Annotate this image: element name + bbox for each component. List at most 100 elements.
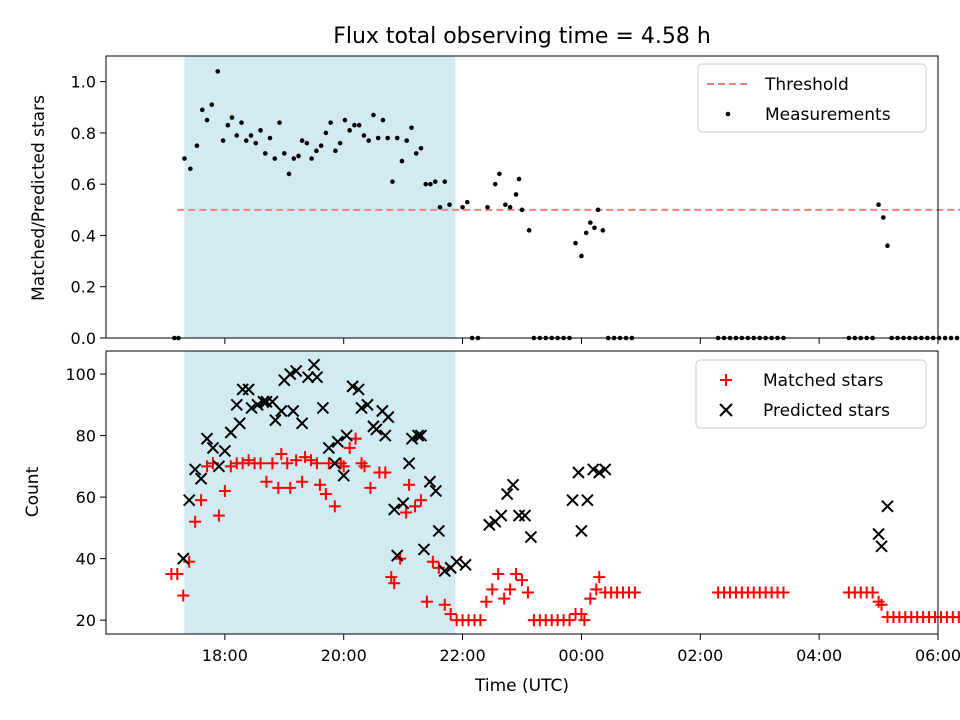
measurement-point xyxy=(428,181,433,187)
predicted-star-point xyxy=(307,358,321,372)
predicted-star-point xyxy=(269,414,282,427)
measurement-point xyxy=(954,335,960,341)
matched-star-point xyxy=(438,598,451,611)
measurement-point xyxy=(323,130,329,136)
measurement-point xyxy=(885,243,890,249)
measurement-point xyxy=(309,156,314,161)
top-legend: Threshold Measurements xyxy=(697,63,927,133)
y-tick-label: 0.2 xyxy=(71,278,96,297)
x-tick-label: 22:00 xyxy=(440,646,486,665)
matched-star-point xyxy=(195,494,208,507)
measurement-point xyxy=(291,156,297,161)
predicted-star-point xyxy=(875,540,888,553)
legend-measurements-swatch xyxy=(725,111,731,117)
matched-star-point xyxy=(516,574,528,587)
top-axes-frame xyxy=(105,55,939,339)
predicted-star-point xyxy=(316,401,330,415)
measurement-point xyxy=(361,133,367,138)
measurement-point xyxy=(342,117,348,123)
predicted-star-point xyxy=(459,558,472,571)
measurement-point xyxy=(188,166,193,172)
predicted-star-point xyxy=(518,509,532,522)
top-legend-box xyxy=(697,63,927,133)
matched-star-point xyxy=(385,571,398,584)
predicted-star-point xyxy=(355,401,368,415)
predicted-star-point xyxy=(593,466,606,479)
matched-star-point xyxy=(510,568,523,581)
predicted-star-point xyxy=(450,555,463,568)
predicted-star-point xyxy=(382,410,395,424)
predicted-star-point xyxy=(432,524,446,538)
measurement-point xyxy=(437,204,443,210)
measurement-point xyxy=(380,117,386,123)
x-tick-label: 20:00 xyxy=(321,646,367,665)
measurement-point xyxy=(592,225,597,231)
measurement-point xyxy=(281,151,287,156)
matched-star-point xyxy=(426,555,439,568)
matched-star-point xyxy=(521,586,534,599)
measurement-point xyxy=(277,120,282,125)
matched-star-point xyxy=(177,589,190,602)
predicted-star-point xyxy=(177,552,190,565)
chart-title: Flux total observing time = 4.58 h xyxy=(333,24,711,49)
measurement-point xyxy=(390,179,395,184)
bottom-panel: 20 40 60 80 100 18:00 20:00 22:00 00:00 02:00 04:… xyxy=(23,350,960,696)
measurement-point xyxy=(248,133,254,138)
measurement-point xyxy=(182,156,187,161)
y-tick-label: 100 xyxy=(65,365,96,384)
predicted-star-point xyxy=(575,524,588,538)
measurement-point xyxy=(333,148,338,154)
measurement-point xyxy=(404,138,410,143)
measurement-point xyxy=(337,140,343,146)
measurement-point xyxy=(876,202,881,207)
bottom-axes-frame xyxy=(105,350,939,635)
predicted-star-point xyxy=(379,429,392,442)
predicted-star-point xyxy=(212,460,226,473)
bottom-y-axis: 20 40 60 80 100 xyxy=(65,365,106,630)
measurement-point xyxy=(356,122,362,128)
measurement-point xyxy=(942,335,948,341)
predicted-star-point xyxy=(286,404,300,418)
predicted-star-point xyxy=(337,469,350,482)
matched-star-point xyxy=(593,571,606,584)
predicted-star-point xyxy=(429,484,443,498)
measurement-point xyxy=(595,207,601,213)
matched-star-point xyxy=(171,568,184,581)
measurement-point xyxy=(492,181,498,187)
measurement-point xyxy=(299,138,305,143)
measurement-point xyxy=(519,207,525,213)
matched-star-point xyxy=(414,494,427,507)
matched-star-point xyxy=(388,577,401,590)
measurement-point xyxy=(600,228,606,233)
matched-star-point xyxy=(486,583,499,596)
matched-star-point xyxy=(866,586,879,599)
measurement-point xyxy=(304,140,310,146)
matched-star-point xyxy=(875,598,888,611)
matched-star-point xyxy=(575,608,588,621)
predicted-star-point xyxy=(352,383,365,396)
predicted-star-point xyxy=(230,398,243,412)
matched-star-point xyxy=(349,432,362,445)
x-tick-label: 00:00 xyxy=(558,646,604,665)
measurement-point xyxy=(296,153,301,159)
measurement-point xyxy=(583,230,589,236)
measurement-point xyxy=(347,128,352,133)
matched-star-point xyxy=(420,595,433,608)
measurement-point xyxy=(413,151,419,156)
predicted-star-point xyxy=(301,370,315,384)
matched-star-point xyxy=(281,457,294,470)
predicted-star-point xyxy=(310,370,324,384)
x-tick-label: 02:00 xyxy=(677,646,723,665)
predicted-star-point xyxy=(194,472,208,485)
predicted-star-point xyxy=(872,527,885,541)
top-y-axis-label: Matched/Predicted stars xyxy=(29,95,49,301)
measurement-point xyxy=(204,117,210,123)
x-axis-label: Time (UTC) xyxy=(474,676,569,696)
matched-star-point xyxy=(254,457,267,470)
y-tick-label: 20 xyxy=(76,611,96,630)
measurement-point xyxy=(220,138,226,143)
matched-star-point xyxy=(584,592,597,605)
measurement-point xyxy=(272,156,278,161)
predicted-star-point xyxy=(331,435,344,448)
